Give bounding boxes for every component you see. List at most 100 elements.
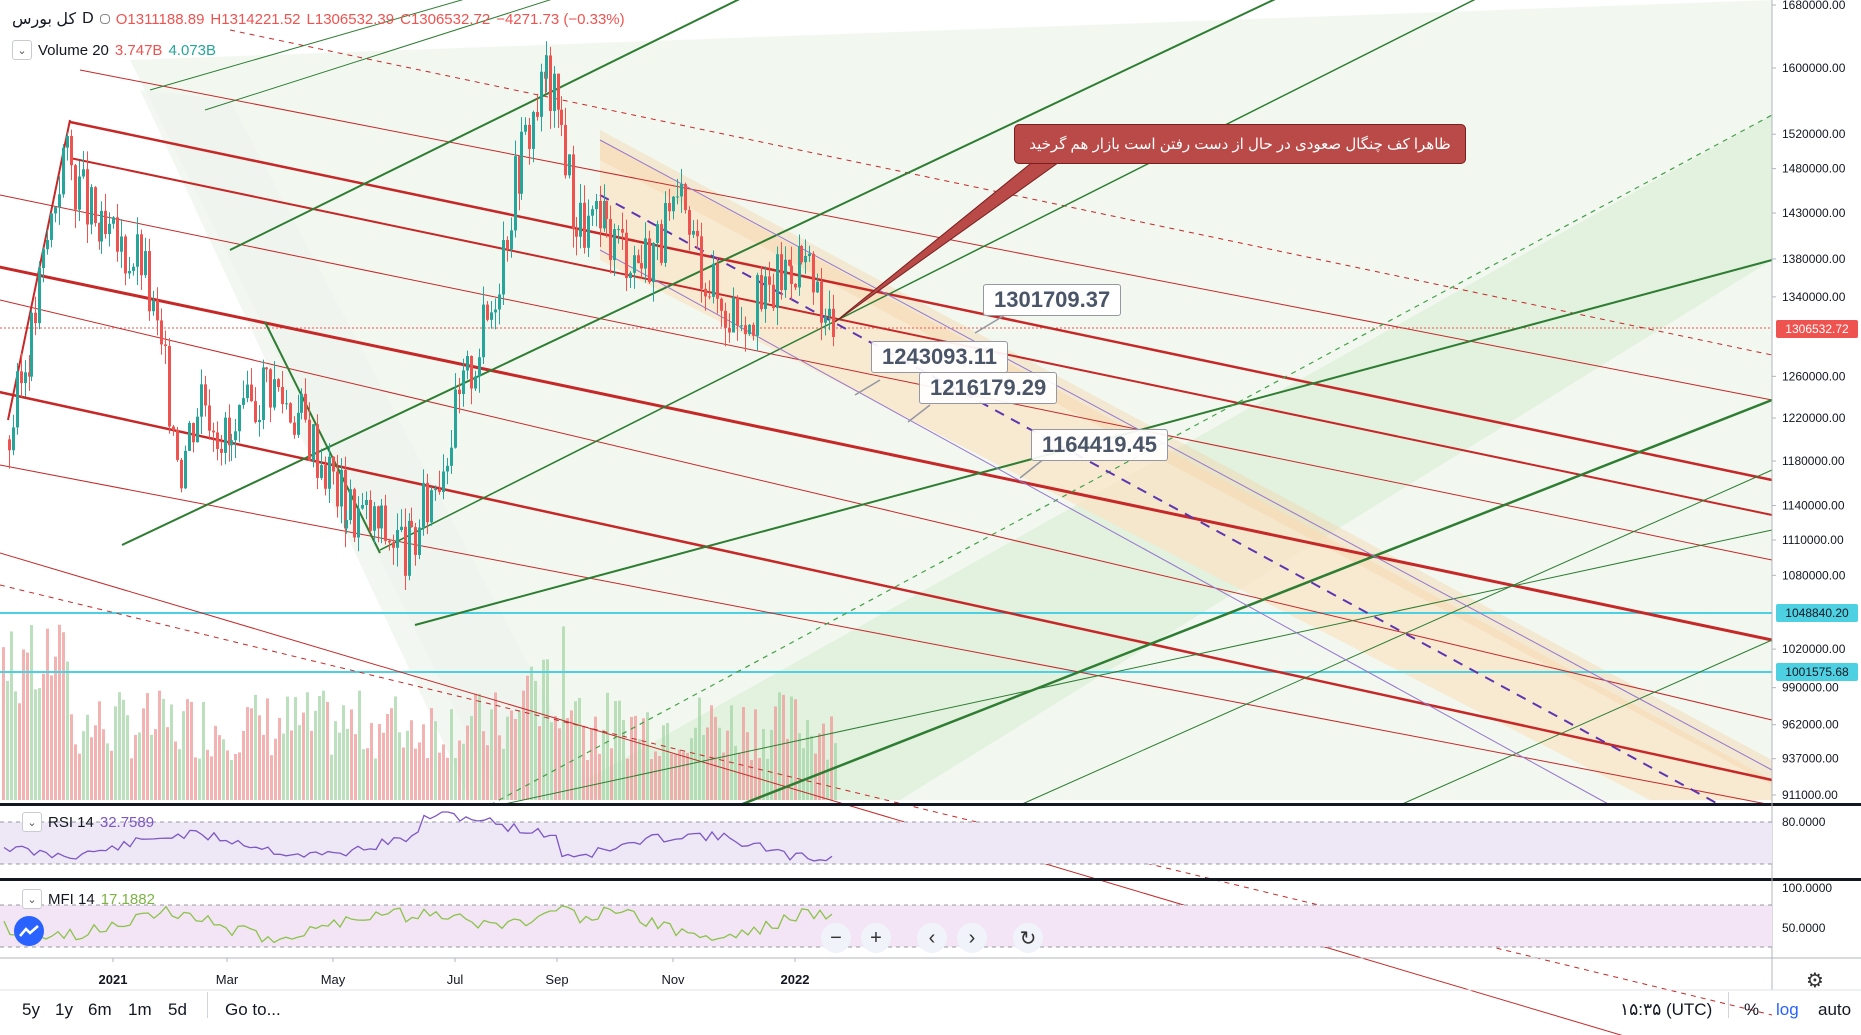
candle-body <box>396 530 399 548</box>
volume-bar <box>734 745 737 800</box>
tradingview-logo-icon[interactable] <box>14 916 44 946</box>
interval-label[interactable]: D <box>82 10 94 27</box>
goto-button[interactable]: Go to... <box>225 1000 281 1019</box>
candle-body <box>361 505 364 509</box>
timeframe-1m[interactable]: 1m <box>128 1000 152 1019</box>
volume-bar <box>146 693 149 800</box>
volume-bar <box>486 745 489 800</box>
volume-bar <box>574 701 577 800</box>
reset-chart-button[interactable]: ↻ <box>1013 923 1043 953</box>
price-label-1[interactable]: 1301709.37 <box>983 284 1122 316</box>
clock-label: ۱۵:۳۵ (UTC) <box>1620 1000 1713 1019</box>
candle-body <box>281 387 284 405</box>
volume-bar <box>694 727 697 800</box>
candle-body <box>254 401 257 423</box>
candle-body <box>46 239 49 250</box>
candle-body <box>768 276 771 285</box>
candle-body <box>200 384 203 417</box>
volume-bar <box>462 743 465 800</box>
volume-bar <box>794 699 797 800</box>
volume-bar <box>230 759 233 800</box>
volume-bar <box>710 705 713 800</box>
candle-body <box>474 376 477 389</box>
candle-body <box>20 371 23 384</box>
volume-bar <box>170 704 173 800</box>
green-fork-line <box>499 529 1773 806</box>
price-label-4[interactable]: 1164419.45 <box>1031 429 1169 461</box>
chevron-down-icon[interactable]: ⌄ <box>12 40 32 60</box>
candle-body <box>716 263 719 299</box>
volume-bar <box>10 631 13 800</box>
timeframe-5y[interactable]: 5y <box>22 1000 40 1019</box>
chevron-down-icon[interactable]: ⌄ <box>22 812 42 832</box>
timeframe-6m[interactable]: 6m <box>88 1000 112 1019</box>
candle-body <box>478 357 481 377</box>
volume-bar <box>126 715 129 800</box>
price-label-2[interactable]: 1243093.11 <box>871 341 1009 373</box>
timeframe-5d[interactable]: 5d <box>168 1000 187 1019</box>
candle-body <box>545 55 548 79</box>
volume-bar <box>390 708 393 800</box>
candle-body <box>345 519 348 529</box>
red-fork-line <box>79 69 1773 401</box>
volume-bar <box>670 753 673 800</box>
change-value: −4271.73 (−0.33%) <box>496 10 625 28</box>
volume-bar <box>294 697 297 800</box>
symbol-name[interactable]: کل بورس <box>12 11 77 28</box>
candle-body <box>579 202 582 237</box>
volume-bar <box>478 693 481 800</box>
candle-body <box>609 219 612 261</box>
volume-bar <box>178 749 181 800</box>
volume-bar <box>382 732 385 800</box>
timeframe-1y[interactable]: 1y <box>55 1000 73 1019</box>
percent-toggle[interactable]: % <box>1744 1000 1760 1019</box>
candle-body <box>553 73 556 111</box>
candle-body <box>172 426 175 431</box>
candle-body <box>514 156 517 231</box>
volume-bar <box>506 716 509 800</box>
price-tick-label: 962000.00 <box>1782 718 1839 732</box>
volume-legend: ⌄ Volume 20 3.747B 4.073B <box>12 40 216 60</box>
rsi-label[interactable]: RSI 14 <box>48 813 94 831</box>
log-toggle[interactable]: log <box>1776 1000 1799 1019</box>
label-pointer <box>907 404 931 423</box>
annotation-callout[interactable]: ظاهرا کف چنگال صعودی در حال از دست رفتن … <box>1014 124 1466 164</box>
close-value: C1306532.72 <box>400 10 491 28</box>
volume-bar <box>610 748 613 800</box>
candle-body <box>98 223 101 242</box>
volume-bar <box>222 739 225 800</box>
price-tick-label: 1600000.00 <box>1782 61 1846 75</box>
scroll-left-button[interactable]: ‹ <box>917 923 947 953</box>
mfi-label[interactable]: MFI 14 <box>48 890 95 908</box>
red-fork-line <box>0 390 1773 782</box>
candle-body <box>438 489 441 492</box>
candle-body <box>605 200 608 220</box>
price-tick-label: 1520000.00 <box>1782 127 1846 141</box>
candle-body <box>613 229 616 261</box>
open-value: O1311188.89 <box>115 10 205 28</box>
candle-body <box>652 242 655 283</box>
gear-icon[interactable]: ⚙ <box>1806 970 1824 992</box>
symbol-legend: کل بورس D O1311188.89 H1314221.52 L13065… <box>12 9 625 29</box>
volume-bar <box>110 750 113 800</box>
mfi-legend: ⌄ MFI 14 17.1882 <box>22 889 155 909</box>
scroll-right-button[interactable]: › <box>957 923 987 953</box>
chevron-down-icon[interactable]: ⌄ <box>22 889 42 909</box>
candle-body <box>293 422 296 435</box>
auto-toggle[interactable]: auto <box>1818 1000 1852 1019</box>
candle-body <box>124 236 127 274</box>
candle-body <box>104 210 107 235</box>
zoom-in-button[interactable]: + <box>861 923 891 953</box>
candle-body <box>12 427 15 451</box>
price-label-3[interactable]: 1216179.29 <box>919 372 1058 404</box>
volume-label[interactable]: Volume 20 <box>38 41 109 59</box>
candle-body <box>728 327 731 333</box>
volume-bar <box>226 750 229 800</box>
zoom-out-button[interactable]: − <box>821 923 851 953</box>
volume-bar <box>830 716 833 800</box>
candle-body <box>524 124 527 132</box>
candle-body <box>776 254 779 308</box>
volume-bar <box>242 730 245 800</box>
candle-body <box>591 209 594 216</box>
